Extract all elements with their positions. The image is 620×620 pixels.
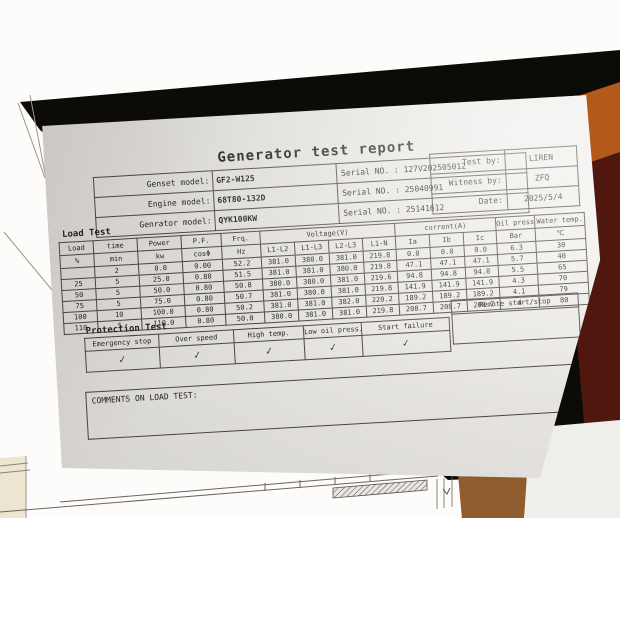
load-test-cell: 381.0	[298, 308, 333, 322]
protection-result-cell: ✓	[159, 342, 236, 369]
load-test-cell: 208.7	[399, 302, 434, 316]
orange-desk-patch-bottom	[458, 468, 530, 519]
checkmark-icon: ✓	[264, 345, 275, 358]
cad-drawing-sheet	[0, 456, 453, 518]
load-test-cell: 0.80	[185, 314, 227, 328]
checkmark-icon: ✓	[401, 337, 412, 350]
checkmark-icon: ✓	[117, 353, 129, 366]
protection-result-cell: ✓	[234, 338, 306, 364]
load-test-cell: 380.0	[264, 310, 299, 323]
load-test-cell: 50.0	[225, 311, 266, 326]
comments-label: COMMENTS ON LOAD TEST:	[91, 390, 198, 406]
serial-value: 25141612	[405, 202, 445, 215]
bottom-white-strip	[0, 518, 620, 620]
protection-result-cell: ✓	[303, 335, 364, 360]
load-test-section-label: Load Test	[61, 227, 112, 240]
serial-value: 127V202505012	[403, 161, 467, 175]
serial-value: 25040991	[404, 182, 444, 195]
load-test-cell: 219.8	[366, 304, 400, 318]
report-paper: Generator test report Test by: LIREN Wit…	[42, 95, 601, 478]
protection-result-cell: ✓	[361, 330, 451, 357]
serial-label: Serial NO. :	[341, 185, 401, 198]
comments-box: COMMENTS ON LOAD TEST:	[85, 362, 592, 440]
hatched-bar	[332, 479, 428, 499]
remote-start-stop-result	[451, 307, 581, 345]
arrow-mark	[442, 487, 451, 495]
protection-result-cell: ✓	[85, 347, 161, 373]
remote-start-stop-box: Remote start/stop	[450, 292, 581, 345]
load-test-cell: 381.0	[332, 306, 367, 320]
checkmark-icon: ✓	[192, 349, 203, 362]
serial-label: Serial NO. :	[343, 205, 402, 218]
report-content: Generator test report Test by: LIREN Wit…	[42, 95, 600, 478]
serial-label: Serial NO. :	[340, 165, 399, 178]
checkmark-icon: ✓	[328, 341, 339, 354]
